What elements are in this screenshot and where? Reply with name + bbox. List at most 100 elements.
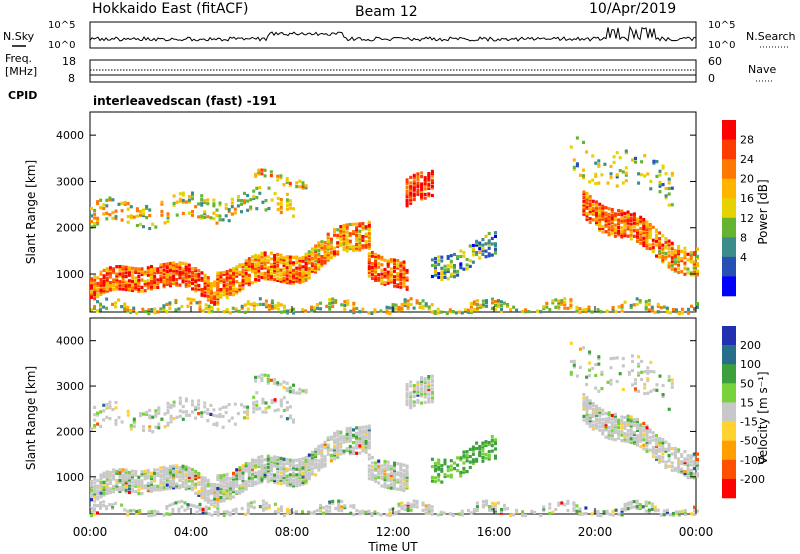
data-cell <box>295 185 299 189</box>
data-cell <box>370 265 374 269</box>
data-cell <box>658 238 662 243</box>
data-cell <box>159 466 163 470</box>
data-cell <box>285 387 289 391</box>
data-cell <box>260 251 264 255</box>
data-cell <box>304 263 308 268</box>
data-cell <box>643 386 647 390</box>
data-cell <box>367 270 371 274</box>
data-cell <box>683 261 687 265</box>
data-cell <box>680 270 684 274</box>
data-cell <box>361 244 365 248</box>
data-cell <box>108 474 112 478</box>
data-cell <box>696 472 699 476</box>
data-cell <box>257 455 261 459</box>
data-cell <box>405 198 409 202</box>
data-cell <box>367 477 371 481</box>
data-cell <box>310 256 314 260</box>
data-cell <box>629 218 633 222</box>
data-cell <box>134 473 138 477</box>
data-cell <box>405 270 409 275</box>
data-cell <box>288 199 292 203</box>
data-cell <box>206 500 210 504</box>
data-cell <box>132 421 136 425</box>
data-cell <box>437 473 441 477</box>
data-cell <box>178 402 182 406</box>
data-cell <box>260 261 264 265</box>
data-cell <box>96 489 100 494</box>
data-cell <box>159 469 163 474</box>
data-cell <box>692 452 696 456</box>
data-cell <box>121 267 125 271</box>
data-cell <box>352 222 355 226</box>
data-cell <box>437 460 441 464</box>
data-cell <box>118 471 122 475</box>
data-cell <box>393 258 396 262</box>
data-cell <box>333 451 336 455</box>
data-cell <box>93 278 97 282</box>
data-cell <box>373 310 377 314</box>
data-cell <box>121 477 125 481</box>
data-cell <box>642 227 646 231</box>
data-cell <box>500 300 503 304</box>
data-cell <box>260 458 264 462</box>
data-cell <box>610 217 614 221</box>
data-cell <box>216 288 220 292</box>
colorbar-segment <box>722 159 736 179</box>
data-cell <box>557 305 561 309</box>
data-cell <box>247 283 251 287</box>
data-cell <box>664 251 668 255</box>
data-cell <box>364 225 368 229</box>
data-cell <box>645 428 649 432</box>
data-cell <box>257 474 261 478</box>
data-cell <box>336 241 340 245</box>
data-cell <box>276 267 280 271</box>
data-cell <box>153 475 157 479</box>
data-cell <box>642 236 646 240</box>
data-cell <box>135 214 139 218</box>
data-cell <box>216 483 220 487</box>
data-cell <box>168 273 172 277</box>
data-cell <box>263 168 267 172</box>
data-cell <box>288 405 292 409</box>
data-cell <box>288 279 292 283</box>
data-cell <box>661 243 665 247</box>
data-cell <box>252 301 256 305</box>
data-cell <box>178 192 182 196</box>
data-cell <box>582 400 586 404</box>
data-cell <box>548 511 552 515</box>
data-cell <box>367 246 371 250</box>
data-cell <box>285 255 289 259</box>
data-cell <box>658 255 662 259</box>
data-cell <box>96 294 100 299</box>
data-cell <box>251 262 254 266</box>
data-cell <box>602 510 606 514</box>
data-cell <box>283 514 286 518</box>
data-cell <box>175 475 179 479</box>
data-cell <box>298 280 302 285</box>
data-cell <box>396 277 400 281</box>
data-cell <box>653 509 657 513</box>
data-cell <box>112 269 116 273</box>
data-cell <box>298 479 302 484</box>
data-cell <box>588 401 592 405</box>
data-cell <box>118 287 122 291</box>
data-cell <box>255 186 259 190</box>
data-cell <box>346 303 350 307</box>
data-cell <box>629 433 633 437</box>
data-cell <box>323 253 327 258</box>
data-cell <box>146 281 150 285</box>
noise-trace <box>89 25 697 42</box>
data-cell <box>484 443 488 447</box>
data-cell <box>696 273 699 277</box>
data-cell <box>319 301 323 305</box>
data-cell <box>639 241 643 245</box>
data-cell <box>329 453 333 457</box>
data-cell <box>405 278 409 282</box>
data-cell <box>333 444 336 448</box>
data-cell <box>289 509 292 513</box>
data-cell <box>355 222 359 226</box>
data-cell <box>655 234 658 238</box>
data-cell <box>203 286 207 290</box>
data-cell <box>111 505 115 509</box>
data-cell <box>178 486 182 490</box>
